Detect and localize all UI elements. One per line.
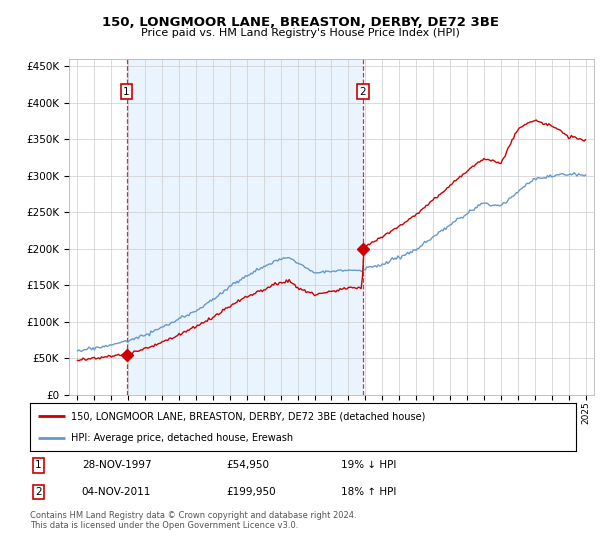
Text: 04-NOV-2011: 04-NOV-2011 [82, 487, 151, 497]
Text: £54,950: £54,950 [227, 460, 269, 470]
Text: Price paid vs. HM Land Registry's House Price Index (HPI): Price paid vs. HM Land Registry's House … [140, 28, 460, 38]
Text: 2: 2 [35, 487, 41, 497]
Text: Contains HM Land Registry data © Crown copyright and database right 2024.
This d: Contains HM Land Registry data © Crown c… [30, 511, 356, 530]
Text: 1: 1 [123, 87, 130, 97]
Text: 150, LONGMOOR LANE, BREASTON, DERBY, DE72 3BE (detached house): 150, LONGMOOR LANE, BREASTON, DERBY, DE7… [71, 411, 425, 421]
Text: 28-NOV-1997: 28-NOV-1997 [82, 460, 151, 470]
Text: 19% ↓ HPI: 19% ↓ HPI [341, 460, 397, 470]
Text: £199,950: £199,950 [227, 487, 276, 497]
Text: HPI: Average price, detached house, Erewash: HPI: Average price, detached house, Erew… [71, 433, 293, 443]
Bar [127, 59, 362, 395]
Text: 2: 2 [359, 87, 366, 97]
Text: 1: 1 [35, 460, 41, 470]
Text: 18% ↑ HPI: 18% ↑ HPI [341, 487, 397, 497]
Text: 150, LONGMOOR LANE, BREASTON, DERBY, DE72 3BE: 150, LONGMOOR LANE, BREASTON, DERBY, DE7… [101, 16, 499, 29]
